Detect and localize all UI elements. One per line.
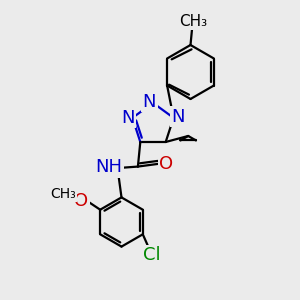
Text: O: O bbox=[159, 154, 173, 172]
Text: Cl: Cl bbox=[143, 246, 160, 264]
Text: N: N bbox=[143, 93, 156, 111]
Text: O: O bbox=[74, 192, 88, 210]
Text: CH₃: CH₃ bbox=[50, 187, 76, 201]
Text: CH₃: CH₃ bbox=[179, 14, 207, 29]
Text: NH: NH bbox=[96, 158, 123, 176]
Text: N: N bbox=[171, 108, 185, 126]
Text: N: N bbox=[121, 109, 134, 127]
